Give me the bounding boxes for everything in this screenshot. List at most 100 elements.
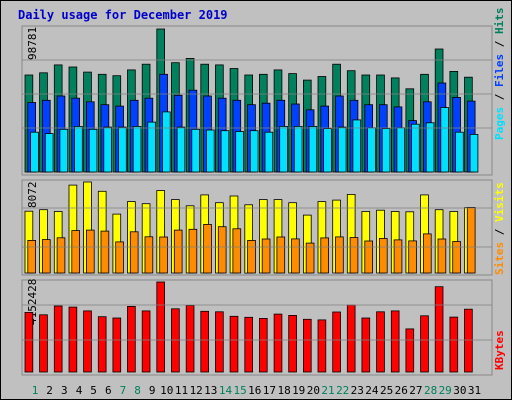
xtick-day-27: 27 — [409, 384, 422, 397]
xtick-day-31: 31 — [468, 384, 481, 397]
xtick-day-12: 12 — [190, 384, 203, 397]
bar-kbytes-day-31 — [464, 308, 473, 373]
legend-sites-visits: Sites / Visits — [493, 182, 506, 275]
bar-kbytes-day-12 — [185, 304, 195, 373]
bar-sites-day-25 — [378, 238, 388, 274]
bar-kbytes-day-29 — [434, 286, 444, 373]
xtick-day-23: 23 — [351, 384, 364, 397]
bar-kbytes-day-7 — [112, 317, 122, 373]
xtick-day-15: 15 — [233, 384, 246, 397]
bar-kbytes-day-15 — [229, 315, 239, 373]
bar-sites-day-20 — [305, 242, 315, 274]
xtick-day-26: 26 — [395, 384, 408, 397]
xtick-day-7: 7 — [120, 384, 127, 397]
bar-pages-day-20 — [308, 126, 318, 173]
bar-pages-day-13 — [205, 129, 215, 173]
bar-pages-day-21 — [323, 128, 332, 173]
bar-pages-day-30 — [455, 131, 464, 173]
bar-kbytes-day-6 — [97, 316, 107, 373]
bar-kbytes-day-4 — [68, 306, 78, 373]
bar-sites-day-19 — [291, 238, 300, 274]
bar-kbytes-day-22 — [332, 311, 341, 373]
bar-kbytes-day-1 — [24, 311, 34, 373]
bar-sites-day-15 — [232, 228, 242, 274]
bar-pages-day-5 — [88, 128, 98, 173]
bar-kbytes-day-20 — [302, 318, 312, 373]
bar-sites-day-14 — [217, 226, 227, 274]
bar-kbytes-day-2 — [39, 314, 48, 373]
bar-kbytes-day-10 — [156, 281, 166, 373]
bar-kbytes-day-21 — [317, 319, 327, 373]
bar-kbytes-day-5 — [83, 310, 92, 373]
legend-separator: / — [493, 222, 506, 242]
xtick-day-21: 21 — [321, 384, 334, 397]
ytick-hits: 98781 — [26, 27, 39, 60]
bar-pages-day-23 — [352, 119, 362, 173]
bar-kbytes-day-30 — [449, 316, 459, 373]
legend-sites: Sites — [493, 242, 506, 275]
bar-kbytes-day-3 — [53, 305, 63, 373]
bar-sites-day-11 — [173, 229, 183, 274]
bar-sites-day-24 — [364, 240, 373, 274]
xtick-day-6: 6 — [105, 384, 112, 397]
bar-sites-day-4 — [71, 230, 81, 274]
bar-sites-day-18 — [276, 236, 286, 274]
bar-sites-day-8 — [129, 231, 139, 274]
bar-pages-day-6 — [103, 126, 113, 173]
xtick-day-24: 24 — [365, 384, 379, 397]
bar-kbytes-day-25 — [376, 311, 385, 373]
xtick-day-8: 8 — [134, 384, 141, 397]
bar-sites-day-9 — [144, 236, 154, 274]
bar-sites-day-22 — [335, 236, 344, 274]
xtick-day-14: 14 — [219, 384, 233, 397]
xtick-day-5: 5 — [90, 384, 97, 397]
bar-pages-day-28 — [425, 122, 435, 173]
xtick-day-25: 25 — [380, 384, 393, 397]
bar-pages-day-31 — [469, 133, 479, 173]
bar-pages-day-18 — [279, 126, 288, 173]
bar-sites-day-31 — [466, 206, 476, 274]
bar-kbytes-day-9 — [141, 310, 151, 373]
bar-sites-day-7 — [115, 241, 124, 274]
bar-sites-day-23 — [349, 237, 359, 274]
bar-kbytes-day-13 — [200, 310, 210, 373]
bar-kbytes-day-17 — [258, 317, 268, 373]
bar-pages-day-4 — [74, 126, 83, 173]
bar-pages-day-8 — [132, 126, 142, 173]
xtick-day-13: 13 — [204, 384, 217, 397]
bar-kbytes-day-8 — [127, 305, 136, 373]
legend-separator: / — [493, 87, 506, 107]
bar-sites-day-1 — [27, 239, 36, 274]
xtick-day-17: 17 — [263, 384, 276, 397]
legend-files: Files — [493, 54, 506, 87]
legend-pages: Pages — [493, 107, 506, 140]
bar-pages-day-3 — [59, 128, 69, 173]
bar-pages-day-17 — [264, 131, 274, 173]
legend-separator: / — [493, 34, 506, 54]
bar-kbytes-day-14 — [215, 311, 224, 373]
legend-kbytes: KBytes — [493, 330, 506, 370]
xtick-day-9: 9 — [149, 384, 156, 397]
legend-pages-files-hits: Pages / Files / Hits — [493, 8, 506, 141]
xtick-day-19: 19 — [292, 384, 305, 397]
bar-sites-day-12 — [188, 228, 198, 274]
bar-sites-day-17 — [261, 238, 271, 274]
bar-kbytes-day-26 — [390, 310, 400, 373]
bar-sites-day-27 — [408, 240, 417, 274]
bar-pages-day-15 — [235, 131, 244, 173]
bar-kbytes-day-24 — [361, 317, 371, 373]
xtick-day-11: 11 — [175, 384, 188, 397]
xtick-day-20: 20 — [307, 384, 320, 397]
bar-sites-day-5 — [86, 229, 95, 274]
bar-pages-day-7 — [118, 126, 127, 173]
bar-pages-day-29 — [440, 107, 449, 173]
bar-kbytes-day-19 — [288, 314, 297, 373]
bar-pages-day-19 — [293, 126, 303, 173]
bar-sites-day-28 — [422, 233, 432, 274]
xtick-day-3: 3 — [61, 384, 68, 397]
chart-title: Daily usage for December 2019 — [18, 8, 228, 22]
bar-sites-day-30 — [452, 241, 461, 274]
ytick-visits: 8072 — [26, 182, 39, 209]
xtick-day-2: 2 — [46, 384, 53, 397]
